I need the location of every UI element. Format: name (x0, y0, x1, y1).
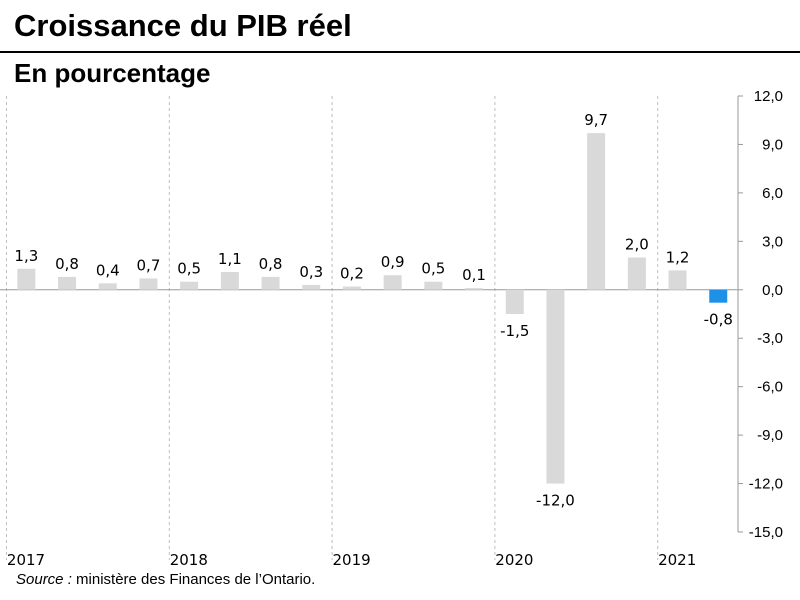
y-tick-label: -15,0 (749, 524, 783, 541)
data-label: -12,0 (536, 492, 575, 510)
bar (180, 281, 199, 290)
data-label: 0,1 (462, 266, 486, 284)
year-label: 2018 (170, 551, 208, 569)
axes (0, 95, 743, 533)
bar (587, 133, 606, 290)
bar (220, 272, 239, 290)
data-label: 0,5 (421, 260, 445, 278)
bar (424, 281, 443, 290)
bar (342, 286, 361, 290)
data-label: -0,8 (704, 311, 733, 329)
data-label: 0,9 (381, 253, 405, 271)
y-tick-labels: 12,0 9,0 6,0 3,0 0,0 -3,0 -6,0 -9,0 -12,0 -15,0 (749, 88, 783, 541)
y-tick-label: -3,0 (757, 330, 783, 347)
bar (709, 289, 728, 303)
data-label: -1,5 (500, 322, 529, 340)
y-tick-label: -6,0 (757, 379, 783, 396)
data-label: 1,1 (218, 250, 242, 268)
bar (17, 268, 36, 290)
data-label: 0,5 (177, 260, 201, 278)
title-rule (0, 51, 800, 53)
data-label: 0,8 (55, 255, 79, 273)
year-labels: 2017 2018 2019 2020 2021 (7, 551, 696, 569)
bars (17, 133, 728, 484)
y-tick-label: 3,0 (762, 233, 783, 250)
bar (261, 276, 280, 290)
bar (465, 288, 484, 290)
year-label: 2020 (495, 551, 533, 569)
year-separators (6, 96, 659, 560)
chart-subtitle: En pourcentage (14, 58, 211, 88)
source-label: Source : (16, 571, 72, 588)
data-label: 0,8 (259, 255, 283, 273)
y-tick-label: 0,0 (762, 282, 783, 299)
source-text: ministère des Finances de l’Ontario. (71, 571, 316, 588)
bar (302, 284, 321, 290)
data-label: 0,2 (340, 265, 364, 283)
data-label: 1,3 (14, 247, 38, 265)
bar (668, 270, 687, 290)
bar (58, 276, 77, 290)
data-label: 0,4 (96, 261, 120, 279)
data-label: 9,7 (584, 111, 608, 129)
data-label: 1,2 (666, 248, 690, 266)
y-tick-label: -9,0 (757, 427, 783, 444)
bar (139, 278, 158, 290)
data-label: 0,3 (299, 263, 323, 281)
data-labels: 1,3 0,8 0,4 0,7 0,5 1,1 0,8 0,3 0,2 0,9 0,5 0,1 -1,5… (14, 111, 732, 509)
bar (627, 257, 646, 290)
bar (505, 289, 524, 314)
y-tick-label: 12,0 (754, 88, 783, 105)
y-tick-label: -12,0 (749, 476, 783, 493)
chart-title: Croissance du PIB réel (14, 8, 352, 43)
year-label: 2019 (333, 551, 371, 569)
year-label: 2017 (7, 551, 45, 569)
data-label: 0,7 (137, 256, 161, 274)
y-tick-label: 6,0 (762, 185, 783, 202)
y-tick-label: 9,0 (762, 136, 783, 153)
bar (383, 275, 402, 290)
data-label: 2,0 (625, 235, 649, 253)
year-label: 2021 (658, 551, 696, 569)
bar (98, 283, 117, 290)
bar (546, 289, 565, 484)
source-note: Source : ministère des Finances de l’Ont… (16, 572, 315, 587)
